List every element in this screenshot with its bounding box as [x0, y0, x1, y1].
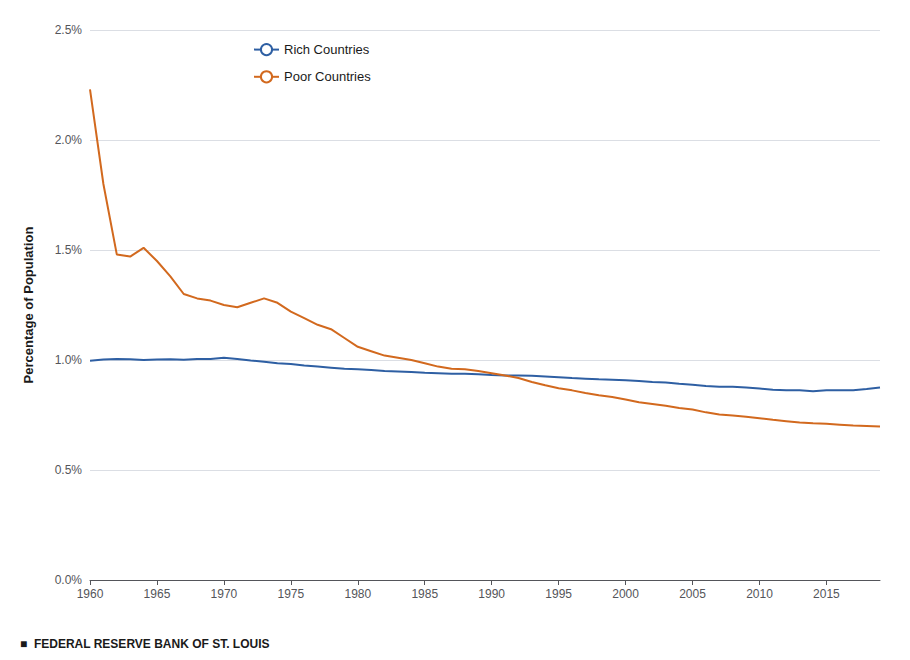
svg-text:1970: 1970	[211, 587, 238, 601]
svg-text:2010: 2010	[746, 587, 773, 601]
svg-text:1975: 1975	[277, 587, 304, 601]
svg-text:2005: 2005	[679, 587, 706, 601]
svg-text:2015: 2015	[813, 587, 840, 601]
svg-text:1965: 1965	[144, 587, 171, 601]
svg-text:1980: 1980	[344, 587, 371, 601]
svg-text:2000: 2000	[612, 587, 639, 601]
svg-text:Percentage of Population: Percentage of Population	[21, 227, 36, 384]
svg-text:Rich Countries: Rich Countries	[284, 42, 370, 57]
svg-text:1990: 1990	[478, 587, 505, 601]
svg-text:1.0%: 1.0%	[55, 353, 83, 367]
svg-text:1960: 1960	[77, 587, 104, 601]
svg-text:1985: 1985	[411, 587, 438, 601]
svg-text:■ FEDERAL RESERVE BANK OF ST.: ■ FEDERAL RESERVE BANK OF ST. LOUIS	[20, 637, 270, 651]
svg-text:1995: 1995	[545, 587, 572, 601]
svg-text:Poor Countries: Poor Countries	[284, 69, 371, 84]
svg-text:0.5%: 0.5%	[55, 463, 83, 477]
svg-text:0.0%: 0.0%	[55, 573, 83, 587]
svg-text:2.5%: 2.5%	[55, 23, 83, 37]
svg-text:2.0%: 2.0%	[55, 133, 83, 147]
svg-text:1.5%: 1.5%	[55, 243, 83, 257]
